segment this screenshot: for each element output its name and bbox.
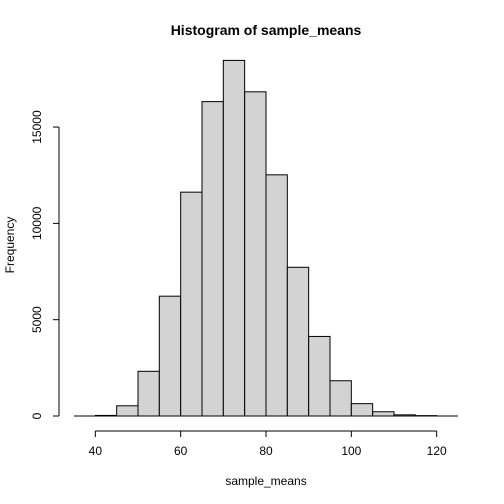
- histogram-bar: [137, 370, 160, 417]
- y-tick-label: 10000: [30, 206, 44, 240]
- histogram-bar: [329, 380, 352, 417]
- x-tick-label: 100: [341, 444, 361, 458]
- histogram-bar: [158, 295, 182, 417]
- histogram-bar: [116, 405, 139, 417]
- histogram-bar: [286, 266, 310, 417]
- y-tick-label: 0: [30, 412, 44, 419]
- x-axis: 40 60 80 100 120: [89, 430, 447, 458]
- histogram-bar: [244, 91, 267, 417]
- x-axis-label: sample_means: [225, 474, 306, 488]
- histogram-bar: [180, 191, 203, 417]
- x-tick-label: 80: [259, 444, 273, 458]
- y-tick-label: 5000: [30, 306, 44, 333]
- y-axis: 0 5000 10000 15000: [30, 110, 60, 419]
- y-tick-label: 15000: [30, 110, 44, 144]
- x-tick-label: 40: [89, 444, 103, 458]
- bars-group: [74, 59, 458, 417]
- histogram-bar: [308, 335, 331, 417]
- histogram-bar: [222, 59, 246, 417]
- y-axis-label: Frequency: [3, 217, 17, 274]
- histogram-bar: [350, 403, 374, 417]
- histogram-bar: [372, 411, 395, 417]
- histogram-bar: [201, 101, 224, 417]
- chart-title: Histogram of sample_means: [171, 22, 362, 38]
- x-tick-label: 120: [427, 444, 447, 458]
- histogram-bar: [265, 174, 288, 417]
- x-tick-label: 60: [174, 444, 188, 458]
